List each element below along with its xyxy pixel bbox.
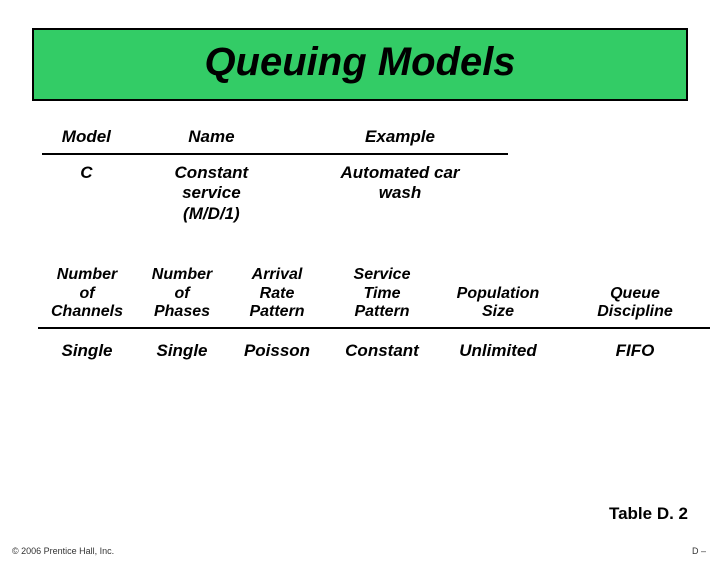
- name-line1: Constant: [175, 163, 249, 182]
- col-header-service: Service Time Pattern: [328, 266, 436, 325]
- queue-l1: Queue: [610, 285, 660, 302]
- col-header-population: Population Size: [438, 266, 558, 325]
- col-header-queue: Queue Discipline: [560, 266, 710, 325]
- cell-arrival: Poisson: [228, 331, 326, 361]
- copyright-text: © 2006 Prentice Hall, Inc.: [12, 546, 114, 556]
- cell-phases: Single: [138, 331, 226, 361]
- channels-l1: Number: [57, 266, 117, 283]
- pop-l1: Population: [457, 285, 540, 302]
- slide-title: Queuing Models: [204, 40, 515, 84]
- pop-l2: Size: [482, 303, 514, 320]
- page-number: D –: [692, 546, 706, 556]
- arrival-l3: Pattern: [249, 303, 304, 320]
- col-header-channels: Number of Channels: [38, 266, 136, 325]
- cell-queue: FIFO: [560, 331, 710, 361]
- example-line1: Automated car: [341, 163, 460, 182]
- cell-example: Automated car wash: [292, 157, 508, 224]
- phases-l2: of: [174, 285, 189, 302]
- queue-l2: Discipline: [597, 303, 673, 320]
- rule-line: [42, 153, 508, 155]
- rule-line: [38, 327, 710, 329]
- service-l3: Pattern: [354, 303, 409, 320]
- title-banner: Queuing Models: [32, 28, 688, 101]
- table-caption: Table D. 2: [609, 504, 688, 524]
- arrival-l1: Arrival: [252, 266, 303, 283]
- cell-channels: Single: [38, 331, 136, 361]
- cell-service: Constant: [328, 331, 436, 361]
- col-header-model: Model: [42, 127, 131, 151]
- col-header-name: Name: [133, 127, 290, 151]
- channels-l2: of: [79, 285, 94, 302]
- cell-name: Constant service (M/D/1): [133, 157, 290, 224]
- name-line3: (M/D/1): [183, 204, 240, 223]
- phases-l3: Phases: [154, 303, 210, 320]
- service-l1: Service: [354, 266, 411, 283]
- cell-model: C: [42, 157, 131, 224]
- example-line2: wash: [379, 183, 422, 202]
- phases-l1: Number: [152, 266, 212, 283]
- channels-l3: Channels: [51, 303, 123, 320]
- model-attributes-table: Number of Channels Number of Phases Arri…: [36, 264, 712, 363]
- cell-population: Unlimited: [438, 331, 558, 361]
- model-definition-table: Model Name Example C Constant service (M…: [40, 125, 510, 226]
- name-line2: service: [182, 183, 241, 202]
- service-l2: Time: [363, 285, 400, 302]
- arrival-l2: Rate: [260, 285, 295, 302]
- col-header-example: Example: [292, 127, 508, 151]
- col-header-phases: Number of Phases: [138, 266, 226, 325]
- col-header-arrival: Arrival Rate Pattern: [228, 266, 326, 325]
